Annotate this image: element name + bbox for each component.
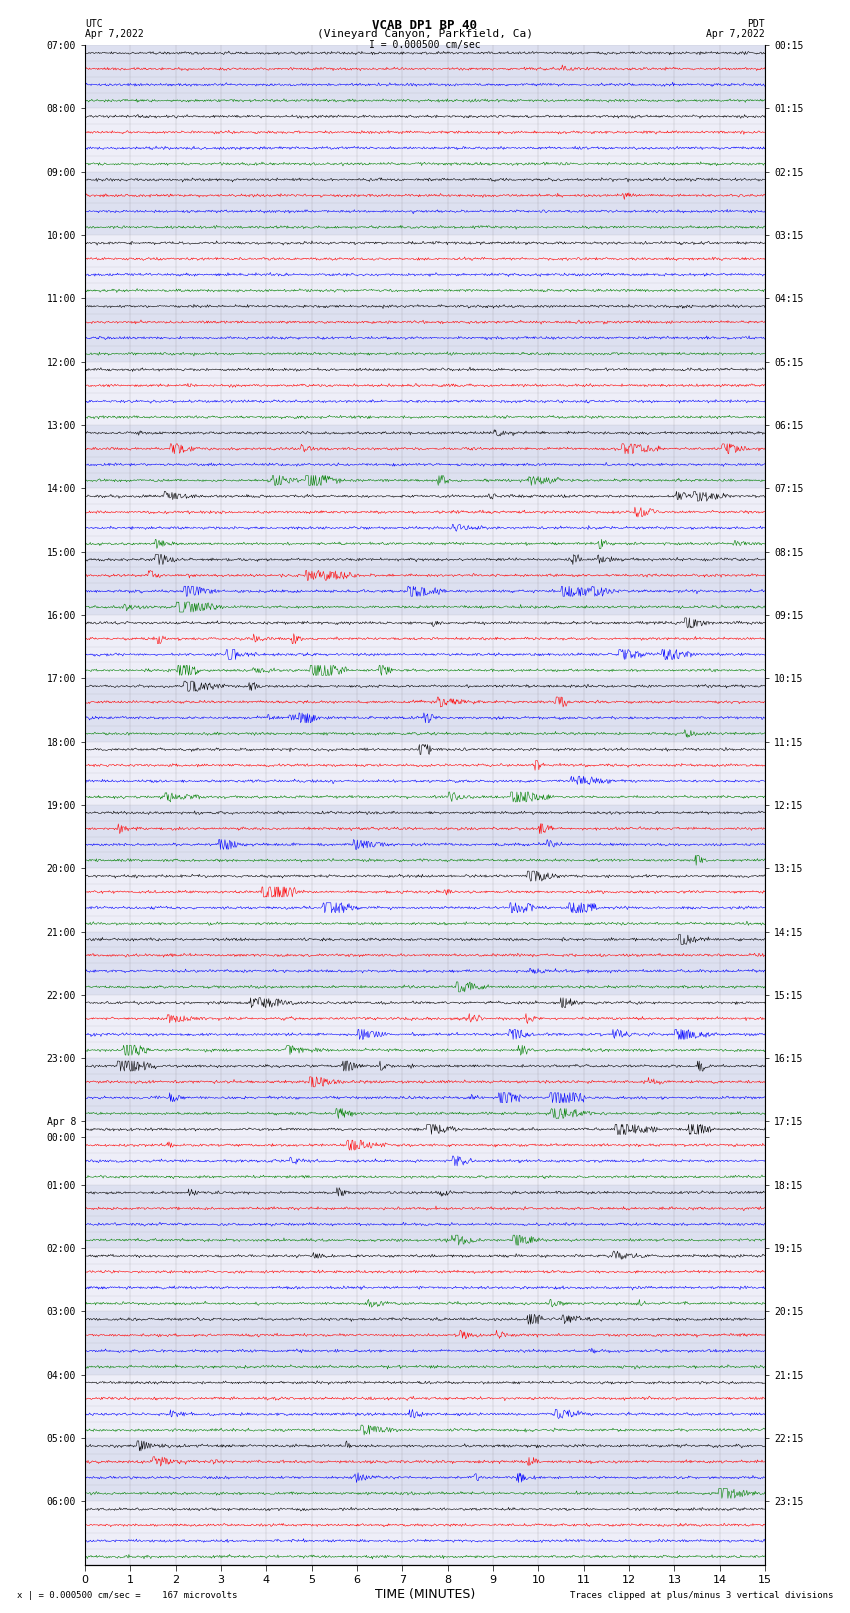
Bar: [85, 1502, 765, 1565]
Text: Traces clipped at plus/minus 3 vertical divisions: Traces clipped at plus/minus 3 vertical …: [570, 1590, 833, 1600]
Bar: [85, 1311, 765, 1374]
Text: PDT: PDT: [747, 19, 765, 29]
Bar: [85, 805, 765, 868]
X-axis label: TIME (MINUTES): TIME (MINUTES): [375, 1587, 475, 1600]
Bar: [85, 426, 765, 489]
Text: VCAB DP1 BP 40: VCAB DP1 BP 40: [372, 19, 478, 32]
Bar: [85, 1374, 765, 1439]
Bar: [85, 1248, 765, 1311]
Bar: [85, 931, 765, 995]
Bar: [85, 995, 765, 1058]
Bar: [85, 868, 765, 931]
Bar: [85, 45, 765, 108]
Bar: [85, 298, 765, 361]
Text: Apr 7,2022: Apr 7,2022: [706, 29, 765, 39]
Bar: [85, 235, 765, 298]
Bar: [85, 615, 765, 677]
Bar: [85, 742, 765, 805]
Bar: [85, 1121, 765, 1184]
Bar: [85, 173, 765, 235]
Text: I = 0.000500 cm/sec: I = 0.000500 cm/sec: [369, 40, 481, 50]
Bar: [85, 108, 765, 173]
Bar: [85, 489, 765, 552]
Text: Apr 7,2022: Apr 7,2022: [85, 29, 144, 39]
Text: x | = 0.000500 cm/sec =    167 microvolts: x | = 0.000500 cm/sec = 167 microvolts: [17, 1590, 237, 1600]
Bar: [85, 1439, 765, 1502]
Bar: [85, 552, 765, 615]
Bar: [85, 1058, 765, 1121]
Text: UTC: UTC: [85, 19, 103, 29]
Bar: [85, 1184, 765, 1248]
Text: (Vineyard Canyon, Parkfield, Ca): (Vineyard Canyon, Parkfield, Ca): [317, 29, 533, 39]
Bar: [85, 677, 765, 742]
Bar: [85, 361, 765, 426]
